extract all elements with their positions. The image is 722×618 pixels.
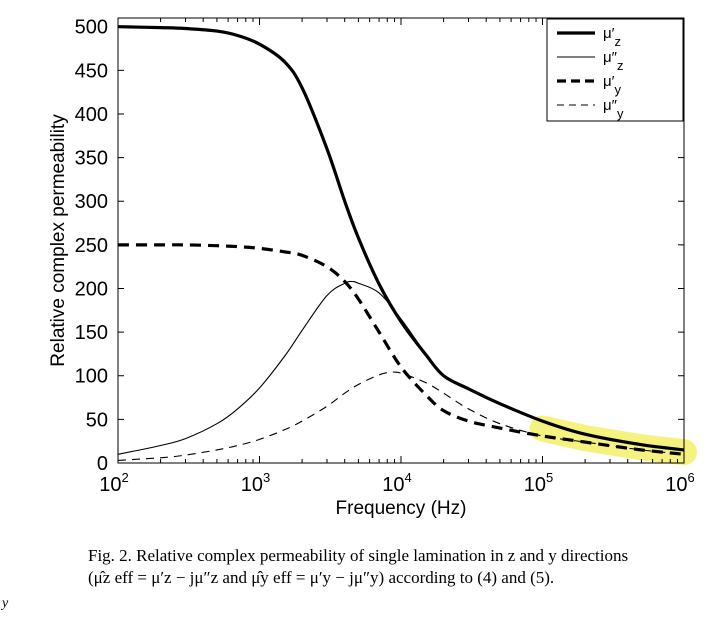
tick-layer: 0 50 100 150 200 250 300 350 400 450 500 102 103 104 1…	[75, 17, 695, 496]
series-line-3	[118, 243, 685, 456]
legend-box	[546, 18, 684, 122]
y-tick-label: 350	[75, 148, 108, 170]
highlight-marker	[529, 415, 697, 466]
y-tick-label: 300	[75, 191, 108, 213]
highlight-stroke	[529, 415, 697, 466]
stray-mark: y	[2, 596, 9, 611]
y-tick-label: 500	[75, 17, 108, 39]
y-tick-label: 0	[97, 453, 108, 475]
caption-line-2: (μ̂z eff = μ′z − jμ″z and μ̂y eff = μ′y …	[88, 568, 555, 587]
series-line-2	[117, 280, 685, 455]
series-line-4	[117, 371, 685, 461]
x-tick-label: 103	[241, 470, 270, 496]
y-tick-label: 100	[75, 366, 108, 388]
caption-line-1: Fig. 2. Relative complex permeability of…	[88, 546, 629, 565]
x-tick-label: 102	[99, 470, 128, 496]
x-tick-label: 105	[524, 470, 553, 496]
x-tick-label: 104	[382, 470, 411, 496]
y-tick-label: 150	[75, 322, 108, 344]
y-tick-label: 250	[75, 235, 108, 257]
series-layer	[117, 25, 685, 461]
y-tick-label: 450	[75, 60, 108, 82]
x-axis-label: Frequency (Hz)	[336, 498, 467, 519]
legend: μ′zμ″zμ′yμ″y	[546, 18, 684, 122]
chart: 0 50 100 150 200 250 300 350 400 450 500 102 103 104 1…	[48, 17, 697, 519]
y-tick-label: 400	[75, 104, 108, 126]
figure-caption: Fig. 2. Relative complex permeability of…	[88, 545, 718, 589]
y-tick-label: 200	[75, 278, 108, 300]
y-tick-label: 50	[86, 409, 108, 431]
x-tick-label: 106	[665, 470, 694, 496]
y-axis-label: Relative complex permeability	[48, 114, 69, 367]
